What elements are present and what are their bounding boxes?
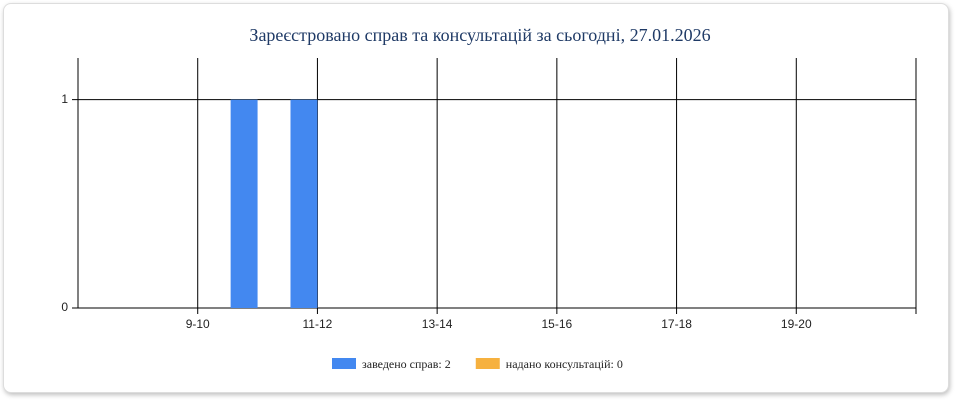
bar <box>290 99 318 309</box>
chart-card <box>3 3 949 393</box>
x-tick-label: 15-16 <box>542 317 573 331</box>
legend-label: заведено справ: 2 <box>362 357 451 371</box>
y-tick-label: 0 <box>61 300 68 314</box>
x-tick-label: 11-12 <box>303 317 333 331</box>
x-tick-label: 9-10 <box>186 317 210 331</box>
y-tick-label: 1 <box>61 92 68 106</box>
x-tick-label: 19-20 <box>781 317 812 331</box>
bar <box>230 99 258 309</box>
x-tick-label: 17-18 <box>661 317 692 331</box>
x-tick-label: 13-14 <box>422 317 453 331</box>
legend-swatch <box>332 358 356 369</box>
chart-title: Зареєстровано справ та консультацій за с… <box>249 25 710 45</box>
legend-label: надано консультацій: 0 <box>506 357 623 371</box>
legend-swatch <box>475 358 500 369</box>
